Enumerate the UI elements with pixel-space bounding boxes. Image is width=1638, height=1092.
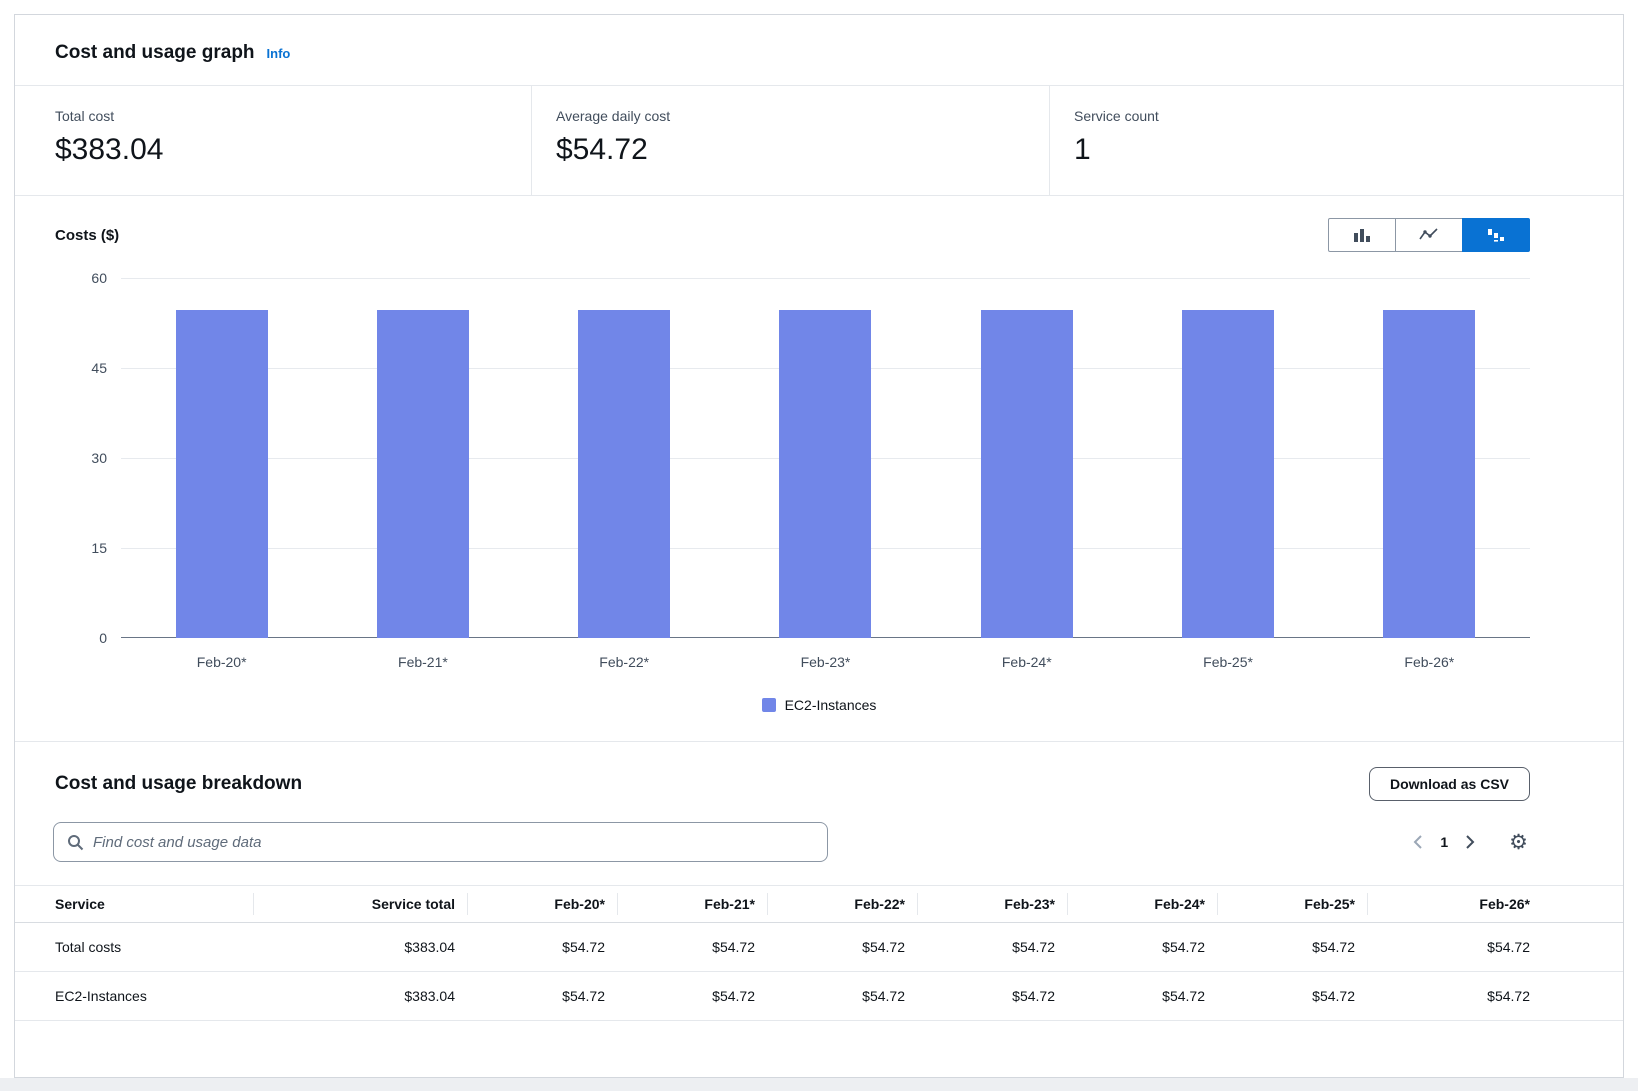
cell-value: $54.72 — [1067, 971, 1217, 1021]
breakdown-header: Cost and usage breakdown Download as CSV — [15, 742, 1623, 801]
bar-chart-toggle-button[interactable] — [1328, 218, 1396, 252]
line-chart-toggle-button[interactable] — [1395, 218, 1463, 252]
search-input[interactable] — [93, 833, 814, 851]
column-header-feb-22: Feb-22* — [767, 885, 917, 923]
chart-title: Costs ($) — [55, 226, 120, 244]
cell-value: $54.72 — [767, 971, 917, 1021]
cell-value: $54.72 — [617, 922, 767, 972]
chevron-left-icon — [1413, 835, 1423, 849]
cell-service-total: $383.04 — [253, 971, 467, 1021]
column-header-service: Service — [15, 885, 253, 923]
stat-average-daily-cost: Average daily cost $54.72 — [531, 86, 1049, 195]
cell-value: $54.72 — [1367, 971, 1623, 1021]
y-tick-label: 60 — [91, 270, 107, 286]
y-axis: 60 45 30 15 0 — [55, 270, 121, 646]
chevron-right-icon — [1466, 835, 1475, 849]
cell-service: EC2-Instances — [15, 971, 253, 1021]
cell-service-total: $383.04 — [253, 922, 467, 972]
y-tick-label: 45 — [91, 360, 107, 376]
x-tick-label: Feb-22* — [599, 654, 650, 670]
chart-header: Costs ($) — [15, 196, 1623, 252]
line-chart-icon — [1419, 228, 1438, 240]
breakdown-title: Cost and usage breakdown — [55, 773, 303, 794]
stat-service-count: Service count 1 — [1049, 86, 1623, 195]
cell-value: $54.72 — [1217, 922, 1367, 972]
bar-chart: 60 45 30 15 0 — [15, 252, 1623, 646]
x-axis: Feb-20* Feb-21* Feb-22* Feb-23* Feb-24* … — [121, 654, 1530, 670]
column-header-feb-25: Feb-25* — [1217, 885, 1367, 923]
table-controls: 1 ⚙ — [15, 801, 1623, 862]
stat-label: Total cost — [55, 108, 115, 124]
table-header-row: Service Service total Feb-20* Feb-21* Fe… — [15, 885, 1623, 923]
cell-value: $54.72 — [1067, 922, 1217, 972]
pagination: 1 ⚙ — [1405, 829, 1530, 855]
bar-feb-26[interactable] — [1383, 310, 1476, 638]
column-header-service-total: Service total — [253, 885, 467, 923]
info-link[interactable]: Info — [266, 46, 291, 61]
cost-and-usage-card: Cost and usage graph Info Total cost $38… — [14, 14, 1624, 1078]
bar-feb-21[interactable] — [376, 310, 469, 638]
cell-value: $54.72 — [617, 971, 767, 1021]
stat-value: $54.72 — [556, 133, 648, 166]
bar-feb-22[interactable] — [578, 310, 671, 638]
cost-breakdown-table: Service Service total Feb-20* Feb-21* Fe… — [15, 885, 1623, 1021]
stat-value: $383.04 — [55, 133, 164, 166]
bar-chart-icon — [1354, 229, 1370, 242]
search-icon — [68, 834, 84, 850]
column-header-feb-24: Feb-24* — [1067, 885, 1217, 923]
search-box[interactable] — [53, 822, 828, 862]
gridline — [121, 278, 1530, 279]
x-tick-label: Feb-23* — [800, 654, 851, 670]
plot-area — [121, 278, 1530, 638]
chart-type-toggle — [1328, 218, 1530, 252]
cell-value: $54.72 — [467, 971, 617, 1021]
column-header-feb-23: Feb-23* — [917, 885, 1067, 923]
chart-legend: EC2-Instances — [15, 697, 1623, 713]
settings-gear-icon[interactable]: ⚙ — [1509, 830, 1528, 854]
bar-feb-24[interactable] — [980, 310, 1073, 638]
column-header-feb-20: Feb-20* — [467, 885, 617, 923]
card-header: Cost and usage graph Info — [15, 15, 1623, 86]
cell-value: $54.72 — [917, 971, 1067, 1021]
page-bottom-strip — [0, 1078, 1638, 1091]
y-tick-label: 30 — [91, 450, 107, 466]
cell-service: Total costs — [15, 922, 253, 972]
x-tick-label: Feb-26* — [1404, 654, 1455, 670]
stacked-bar-chart-icon — [1488, 229, 1504, 242]
cost-breakdown-section: Cost and usage breakdown Download as CSV — [15, 741, 1623, 1021]
bar-feb-20[interactable] — [175, 310, 268, 638]
cell-value: $54.72 — [467, 922, 617, 972]
x-tick-label: Feb-21* — [398, 654, 448, 670]
x-tick-label: Feb-25* — [1203, 654, 1253, 670]
bar-series — [121, 278, 1530, 638]
cell-value: $54.72 — [917, 922, 1067, 972]
stat-label: Service count — [1074, 108, 1159, 124]
table-row-total-costs: Total costs $383.04 $54.72 $54.72 $54.72… — [15, 922, 1623, 972]
table-row-ec2-instances: EC2-Instances $383.04 $54.72 $54.72 $54.… — [15, 971, 1623, 1021]
page-title: Cost and usage graph — [55, 42, 255, 63]
x-tick-label: Feb-24* — [1001, 654, 1052, 670]
legend-swatch-icon — [761, 698, 776, 712]
y-tick-label: 15 — [91, 540, 107, 556]
cell-value: $54.72 — [1367, 922, 1623, 972]
bar-feb-25[interactable] — [1182, 310, 1275, 638]
next-page-button[interactable] — [1458, 829, 1483, 855]
column-header-feb-21: Feb-21* — [617, 885, 767, 923]
stat-total-cost: Total cost $383.04 — [15, 86, 531, 195]
y-tick-label: 0 — [99, 630, 107, 646]
summary-stats: Total cost $383.04 Average daily cost $5… — [15, 86, 1623, 196]
cell-value: $54.72 — [1217, 971, 1367, 1021]
current-page-number[interactable]: 1 — [1440, 834, 1449, 850]
column-header-feb-26: Feb-26* — [1367, 885, 1623, 923]
bar-feb-23[interactable] — [779, 310, 872, 638]
download-csv-button[interactable]: Download as CSV — [1368, 767, 1530, 801]
x-tick-label: Feb-20* — [196, 654, 247, 670]
previous-page-button[interactable] — [1405, 829, 1430, 855]
stacked-bar-chart-toggle-button[interactable] — [1462, 218, 1530, 252]
cell-value: $54.72 — [767, 922, 917, 972]
stat-label: Average daily cost — [556, 108, 671, 124]
stat-value: 1 — [1074, 133, 1091, 166]
legend-item-ec2-instances[interactable]: EC2-Instances — [784, 697, 877, 713]
